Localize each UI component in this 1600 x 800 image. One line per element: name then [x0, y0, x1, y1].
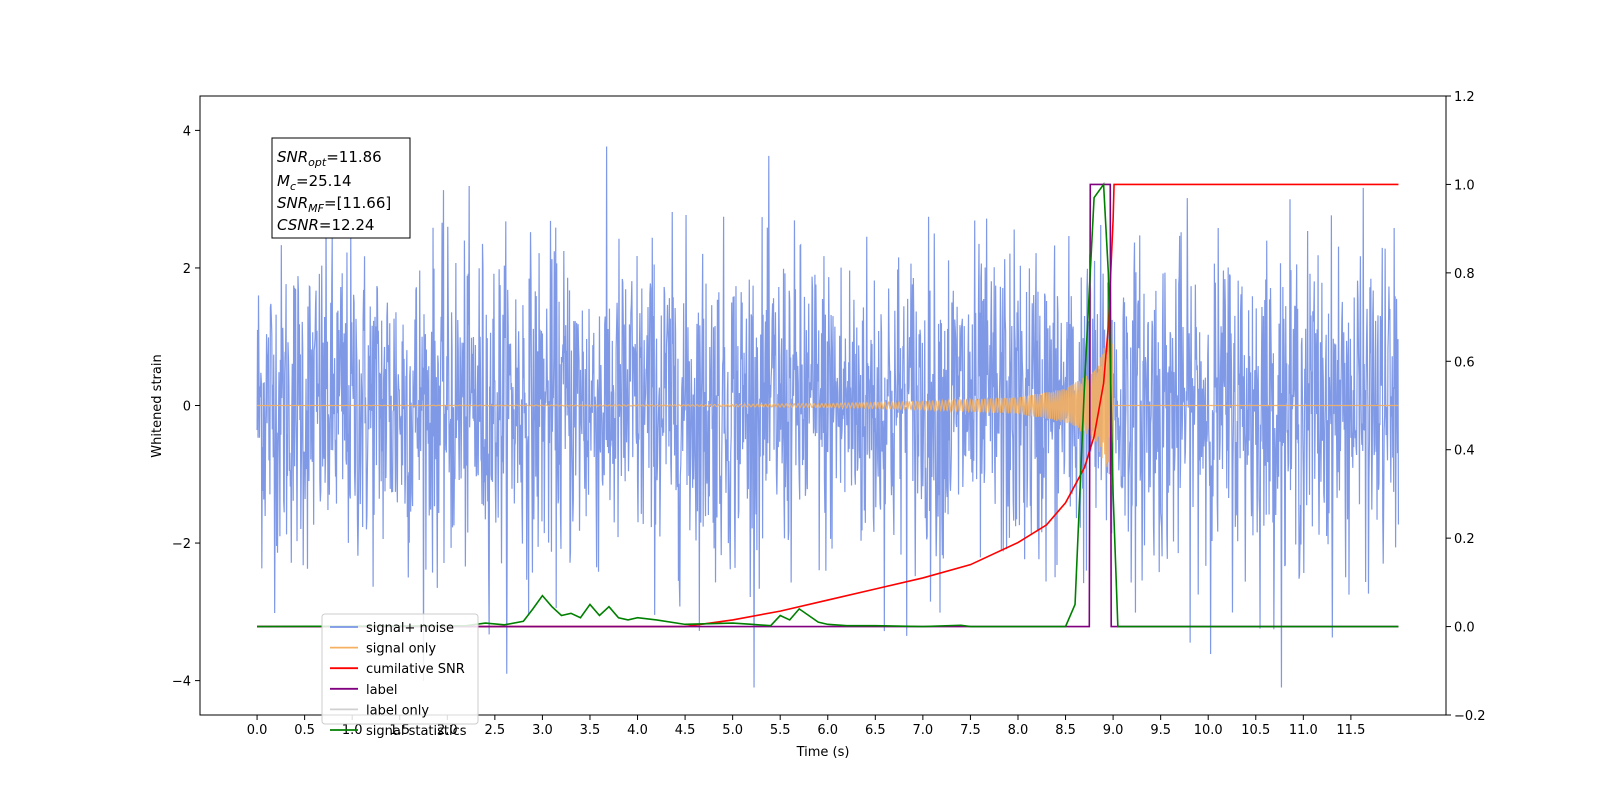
- x-tick-label: 3.5: [580, 723, 601, 738]
- x-tick-label: 6.5: [865, 723, 886, 738]
- legend: signal+ noise signal only cumilative SNR la…: [321, 613, 479, 739]
- annotation-csnr: CSNR=12.24: [277, 216, 374, 234]
- y2-tick-label: 0.2: [1454, 532, 1475, 547]
- x-tick-label: 8.5: [1055, 723, 1076, 738]
- line-signal-only: [257, 323, 1399, 486]
- y2-tick-label: 0.8: [1454, 267, 1475, 282]
- x-tick-label: 6.0: [817, 723, 838, 738]
- y2-tick-label: 0.4: [1454, 444, 1475, 459]
- annotation-mc: Mc=25.14: [277, 172, 352, 193]
- line-signal-statistics: [257, 182, 1399, 628]
- y-axis-right: 1.2 1.0 0.8 0.6 0.4 0.2 0.0 −0.2: [1446, 90, 1486, 724]
- legend-frame: [321, 613, 479, 725]
- legend-label: cumilative SNR: [366, 662, 465, 677]
- series-signal-statistics: [257, 182, 1399, 628]
- x-tick-label: 9.5: [1150, 723, 1171, 738]
- metrics-annotation-box: SNRopt=11.86 Mc=25.14 SNRMF=[11.66] CSNR…: [271, 137, 411, 239]
- y-axis-label: Whitened strain: [150, 354, 165, 457]
- y-axis-left: 4 2 0 −2 −4: [172, 124, 200, 690]
- x-tick-label: 0.0: [247, 723, 268, 738]
- x-tick-label: 11.0: [1289, 723, 1318, 738]
- plot-area: [256, 146, 1400, 688]
- x-tick-label: 0.5: [294, 723, 315, 738]
- x-tick-label: 5.5: [770, 723, 791, 738]
- x-tick-label: 10.0: [1194, 723, 1223, 738]
- series-signal-noise: [256, 146, 1400, 688]
- y2-tick-label: 0.6: [1454, 355, 1475, 370]
- x-tick-label: 7.0: [913, 723, 934, 738]
- legend-label: signal only: [366, 642, 436, 657]
- y-tick-label: 4: [183, 124, 191, 139]
- x-tick-label: 2.5: [485, 723, 506, 738]
- x-tick-label: 10.5: [1241, 723, 1270, 738]
- legend-label: signal+ noise: [366, 621, 454, 636]
- x-tick-label: 9.0: [1103, 723, 1124, 738]
- x-tick-label: 4.5: [675, 723, 696, 738]
- legend-label: label only: [366, 703, 429, 718]
- y-tick-label: −4: [172, 675, 191, 690]
- y-tick-label: 2: [183, 262, 191, 277]
- x-tick-label: 7.5: [960, 723, 981, 738]
- annotation-snr-opt: SNRopt=11.86: [277, 148, 382, 169]
- x-tick-label: 1.5: [389, 723, 410, 738]
- x-axis: 0.0 0.5 1.0 1.5 2.0 2.5 3.0 3.5 4.0 4.5 5.0 5.5 6.0 6…: [247, 715, 1365, 738]
- y2-tick-label: 1.0: [1454, 178, 1475, 193]
- x-tick-label: 3.0: [532, 723, 553, 738]
- legend-label: signal statistics: [366, 724, 467, 739]
- line-signal-noise: [256, 146, 1400, 688]
- legend-label: label: [366, 683, 397, 698]
- y2-tick-label: 0.0: [1454, 621, 1475, 636]
- x-tick-label: 2.0: [437, 723, 458, 738]
- x-tick-label: 4.0: [627, 723, 648, 738]
- x-tick-label: 5.0: [722, 723, 743, 738]
- x-axis-label: Time (s): [796, 745, 850, 760]
- x-tick-label: 8.0: [1008, 723, 1029, 738]
- series-signal-only: [257, 323, 1399, 486]
- y-tick-label: 0: [183, 400, 191, 415]
- y-tick-label: −2: [172, 537, 191, 552]
- x-tick-label: 11.5: [1336, 723, 1365, 738]
- annotation-snr-mf: SNRMF=[11.66]: [277, 194, 391, 215]
- y2-tick-label: 1.2: [1454, 90, 1475, 105]
- y2-tick-label: −0.2: [1454, 709, 1486, 724]
